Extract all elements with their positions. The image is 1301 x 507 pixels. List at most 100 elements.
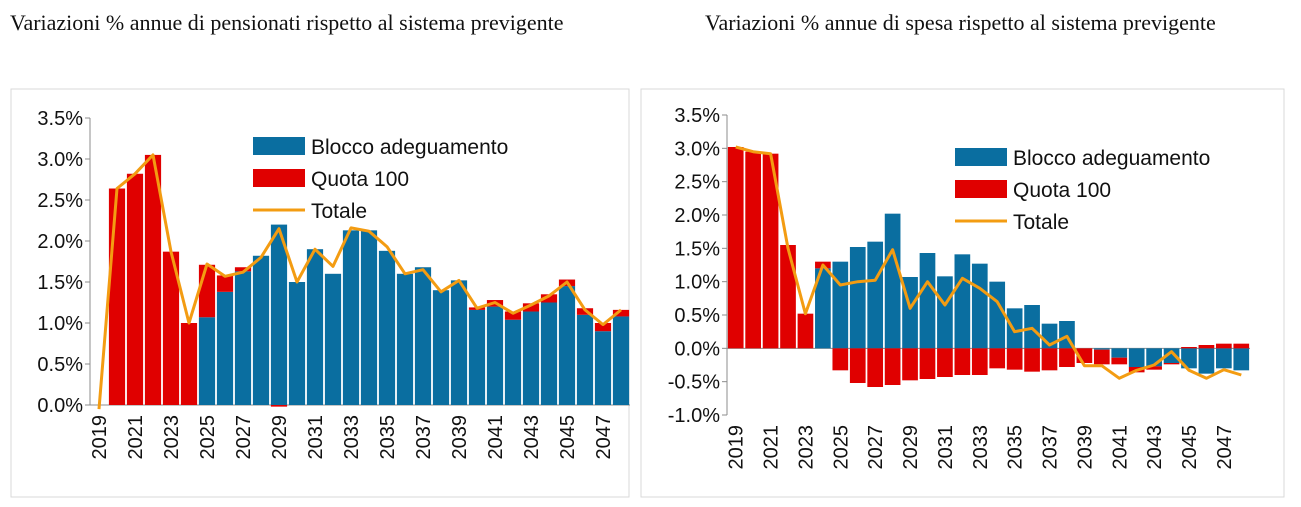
x-tick-label: 2019 [726,425,748,470]
bar-blocco-adeguamento-2032 [324,273,342,405]
x-tick-label: 2031 [305,415,327,460]
bar-blocco-adeguamento-2035 [1006,308,1023,349]
legend-swatch [955,180,1007,198]
legend-label: Totale [1013,211,1069,234]
y-tick-label: -0.5% [668,372,720,394]
x-tick-label: 2023 [161,415,183,460]
x-tick-label: 2019 [89,415,111,460]
bar-quota-100-2040 [1093,349,1110,365]
bar-quota-100-2037 [1041,348,1058,371]
bar-blocco-adeguamento-2047 [594,331,612,405]
y-tick-label: 3.0% [674,138,720,160]
bar-quota-100-2046 [1198,345,1215,349]
x-tick-label: 2025 [830,425,852,470]
y-tick-label: -1.0% [668,405,720,427]
bar-quota-100-2027 [234,267,252,272]
legend-swatch [253,169,305,187]
y-tick-label: 2.0% [37,231,83,253]
bar-quota-100-2026 [849,348,866,383]
bar-blocco-adeguamento-2041 [486,306,504,405]
y-tick-label: 0.0% [674,338,720,360]
bar-quota-100-2031 [937,348,953,377]
y-tick-label: 2.5% [674,172,720,194]
bar-blocco-adeguamento-2044 [540,302,558,405]
legend-swatch [253,137,305,155]
y-tick-label: 0.5% [674,305,720,327]
bar-blocco-adeguamento-2028 [252,255,270,405]
bar-quota-100-2033 [971,348,988,375]
legend-swatch [955,148,1007,166]
y-tick-label: 3.0% [37,149,83,171]
bar-quota-100-2022 [144,154,162,405]
x-tick-label: 2027 [233,415,255,460]
chart-title-left: Variazioni % annue di pensionati rispett… [10,10,564,35]
bar-quota-100-2023 [162,251,180,405]
bar-blocco-adeguamento-2036 [1024,305,1040,349]
bar-blocco-adeguamento-2025 [198,317,216,405]
bar-quota-100-2035 [1006,348,1023,370]
bar-blocco-adeguamento-2043 [522,311,540,405]
bar-blocco-adeguamento-2042 [504,319,522,405]
chart-frame [640,88,1285,498]
bar-blocco-adeguamento-2031 [306,249,324,405]
bar-quota-100-2044 [540,294,558,303]
x-tick-label: 2023 [795,425,817,470]
bar-blocco-adeguamento-2031 [937,276,953,349]
bar-quota-100-2047 [594,323,612,332]
bar-blocco-adeguamento-2026 [216,291,234,405]
bar-blocco-adeguamento-2027 [867,241,884,349]
x-tick-label: 2035 [1005,425,1027,470]
bar-quota-100-2047 [1216,343,1232,349]
bar-quota-100-2026 [216,275,234,292]
x-tick-label: 2039 [449,415,471,460]
bar-quota-100-2043 [1146,366,1162,370]
legend-label: Quota 100 [311,168,409,191]
totale-line [97,153,622,410]
bar-blocco-adeguamento-2040 [468,309,486,405]
bar-blocco-adeguamento-2035 [378,250,396,405]
bar-quota-100-2025 [198,264,216,318]
bar-blocco-adeguamento-2024 [815,268,831,349]
legend-label: Blocco adeguamento [1013,147,1210,170]
bar-blocco-adeguamento-2029 [270,224,288,405]
pensioners-chart: 0.0% 0.5% 1.0% 1.5% 2.0% 2.5% 3.0% 3.5% 2019 2021… [10,88,630,498]
bar-quota-100-2034 [989,348,1006,369]
x-tick-label: 2029 [900,425,922,470]
x-tick-label: 2033 [970,425,992,470]
bar-blocco-adeguamento-2044 [1163,348,1180,363]
y-tick-label: 0.5% [37,354,83,376]
x-tick-label: 2021 [125,415,147,460]
x-tick-label: 2039 [1074,425,1096,470]
x-tick-label: 2047 [1214,425,1236,470]
legend-label: Quota 100 [1013,179,1111,202]
x-tick-label: 2041 [485,415,507,460]
bar-quota-100-2044 [1163,363,1180,365]
bar-blocco-adeguamento-2037 [414,267,432,405]
x-tick-label: 2043 [521,415,543,460]
bar-quota-100-2027 [867,348,884,387]
x-tick-label: 2047 [593,415,615,460]
bar-quota-100-2021 [762,153,779,349]
bar-quota-100-2024 [180,323,198,405]
bar-quota-100-2048 [612,309,630,317]
bar-blocco-adeguamento-2034 [989,281,1006,349]
bar-blocco-adeguamento-2040 [1093,348,1110,350]
bar-blocco-adeguamento-2028 [884,213,901,349]
bar-quota-100-2032 [954,348,971,375]
bar-blocco-adeguamento-2032 [954,254,971,349]
bar-quota-100-2020 [108,188,126,405]
bar-quota-100-2036 [1024,348,1040,372]
bar-blocco-adeguamento-2026 [849,247,866,349]
bar-quota-100-2042 [504,311,522,320]
legend-label: Totale [311,200,367,223]
bar-blocco-adeguamento-2036 [396,273,414,405]
y-tick-label: 1.0% [37,313,83,335]
bar-quota-100-2020 [745,151,761,349]
bar-quota-100-2048 [1233,343,1250,349]
bar-quota-100-2019 [727,147,744,349]
x-tick-label: 2041 [1109,425,1131,470]
bar-quota-100-2038 [1059,348,1075,367]
x-tick-label: 2043 [1144,425,1166,470]
y-tick-label: 3.5% [674,105,720,127]
x-tick-label: 2031 [935,425,957,470]
